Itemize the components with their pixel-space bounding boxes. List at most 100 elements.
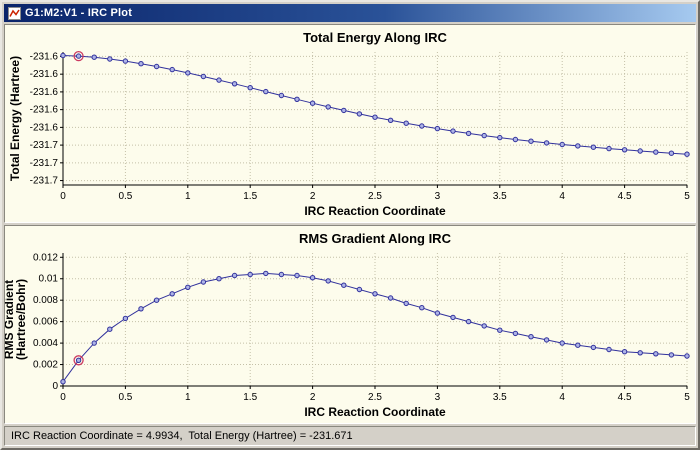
y-axis-label: RMS Gradient — [5, 280, 16, 359]
data-point-marker[interactable] — [294, 96, 300, 103]
y-tick-label: -231.7 — [30, 140, 59, 151]
data-point-marker[interactable] — [356, 286, 363, 293]
data-point-marker[interactable] — [465, 130, 472, 137]
data-point-marker[interactable] — [621, 147, 628, 153]
y-tick-label: -231.6 — [30, 105, 59, 116]
data-point-marker[interactable] — [637, 350, 643, 356]
data-point-marker[interactable] — [325, 104, 331, 110]
data-point-marker[interactable] — [169, 66, 175, 73]
x-tick-label: 4 — [559, 392, 565, 403]
status-text: IRC Reaction Coordinate = 4.9934, Total … — [11, 430, 353, 442]
data-point-marker[interactable] — [606, 346, 612, 353]
y-tick-label: 0.004 — [33, 338, 58, 349]
data-point-marker[interactable] — [575, 342, 581, 348]
data-point-marker[interactable] — [668, 352, 675, 358]
energy-chart-panel: 0 0.5 1 1.5 2 2.5 3 3.5 4 4.5 5 -231.6 -231.6 -231.6 -… — [4, 24, 696, 223]
data-point-marker[interactable] — [138, 306, 144, 312]
data-point-marker[interactable] — [138, 61, 144, 67]
data-point-marker[interactable] — [512, 136, 519, 143]
data-point-marker[interactable] — [200, 73, 207, 80]
data-point-marker[interactable] — [372, 291, 378, 297]
data-point-marker[interactable] — [153, 63, 160, 70]
data-point-marker[interactable] — [153, 297, 160, 303]
data-point-marker[interactable] — [309, 275, 316, 281]
data-point-marker[interactable] — [107, 326, 113, 332]
data-point-marker[interactable] — [60, 52, 66, 59]
data-point-marker[interactable] — [543, 140, 550, 146]
data-point-marker[interactable] — [497, 327, 503, 333]
data-point-marker[interactable] — [107, 56, 113, 62]
data-point-marker[interactable] — [575, 143, 581, 149]
data-point-marker[interactable] — [75, 53, 82, 59]
data-point-marker[interactable] — [216, 276, 222, 282]
data-point-marker[interactable] — [185, 70, 191, 76]
data-point-marker[interactable] — [528, 334, 534, 340]
data-point-marker[interactable] — [481, 132, 487, 139]
data-point-marker[interactable] — [278, 271, 285, 278]
data-point-marker[interactable] — [91, 340, 97, 346]
x-tick-label: 3 — [435, 392, 441, 403]
data-point-marker[interactable] — [263, 270, 269, 277]
data-point-marker[interactable] — [341, 107, 347, 114]
data-point-marker[interactable] — [122, 58, 129, 64]
data-point-marker[interactable] — [481, 323, 487, 329]
data-point-marker[interactable] — [528, 138, 534, 144]
data-point-marker[interactable] — [169, 291, 175, 297]
data-point-marker[interactable] — [684, 151, 690, 157]
data-point-marker[interactable] — [497, 134, 503, 141]
y-tick-label: -231.7 — [30, 176, 59, 187]
data-point-marker[interactable] — [263, 88, 269, 95]
data-point-marker[interactable] — [419, 305, 425, 311]
data-point-marker[interactable] — [278, 92, 285, 99]
data-point-marker[interactable] — [419, 123, 425, 129]
axes — [60, 52, 688, 188]
data-point-marker[interactable] — [387, 295, 394, 301]
data-point-marker[interactable] — [122, 315, 129, 322]
data-point-marker[interactable] — [684, 353, 690, 359]
data-point-marker[interactable] — [590, 144, 597, 150]
data-point-marker[interactable] — [341, 282, 347, 288]
data-point-marker[interactable] — [559, 141, 565, 148]
data-point-marker[interactable] — [247, 271, 253, 278]
data-point-marker[interactable] — [559, 340, 565, 346]
data-point-marker[interactable] — [356, 111, 363, 117]
data-point-marker[interactable] — [75, 357, 82, 364]
data-point-marker[interactable] — [60, 379, 66, 385]
data-point-marker[interactable] — [621, 349, 628, 355]
data-point-marker[interactable] — [465, 318, 472, 325]
data-point-marker[interactable] — [185, 284, 191, 290]
data-point-marker[interactable] — [653, 351, 659, 357]
data-point-marker[interactable] — [387, 117, 394, 124]
titlebar[interactable]: G1:M2:V1 - IRC Plot — [4, 4, 696, 22]
x-tick-label: 0.5 — [118, 191, 132, 202]
data-point-marker[interactable] — [372, 114, 378, 120]
grid — [62, 52, 688, 185]
data-point-marker[interactable] — [450, 314, 456, 321]
data-point-marker[interactable] — [403, 120, 409, 126]
data-point-marker[interactable] — [231, 81, 238, 87]
data-point-marker[interactable] — [653, 149, 659, 155]
data-point-marker[interactable] — [434, 310, 441, 316]
data-point-marker[interactable] — [200, 279, 207, 285]
data-point-marker[interactable] — [543, 337, 550, 343]
data-point-marker[interactable] — [668, 150, 675, 156]
data-point-marker[interactable] — [606, 145, 612, 152]
data-point-marker[interactable] — [309, 100, 316, 106]
data-point-marker[interactable] — [403, 300, 409, 307]
data-point-marker[interactable] — [637, 148, 643, 154]
data-point-marker[interactable] — [434, 125, 441, 132]
data-point-marker[interactable] — [231, 272, 238, 279]
energy-chart[interactable]: 0 0.5 1 1.5 2 2.5 3 3.5 4 4.5 5 -231.6 -231.6 -231.6 -… — [5, 25, 695, 222]
chart-title: Total Energy Along IRC — [303, 30, 447, 45]
x-tick-label: 3.5 — [493, 191, 507, 202]
data-point-marker[interactable] — [325, 278, 331, 284]
data-point-marker[interactable] — [294, 272, 300, 279]
data-point-marker[interactable] — [512, 330, 519, 337]
data-point-marker[interactable] — [247, 85, 253, 91]
gradient-chart[interactable]: 0 0.5 1 1.5 2 2.5 3 3.5 4 4.5 5 0 0.002 0.004 0.006 0.0… — [5, 226, 695, 423]
data-point-marker[interactable] — [91, 54, 97, 60]
data-point-marker[interactable] — [450, 128, 456, 134]
data-point-marker[interactable] — [590, 344, 597, 351]
x-tick-label: 1.5 — [243, 191, 257, 202]
data-point-marker[interactable] — [216, 77, 222, 83]
